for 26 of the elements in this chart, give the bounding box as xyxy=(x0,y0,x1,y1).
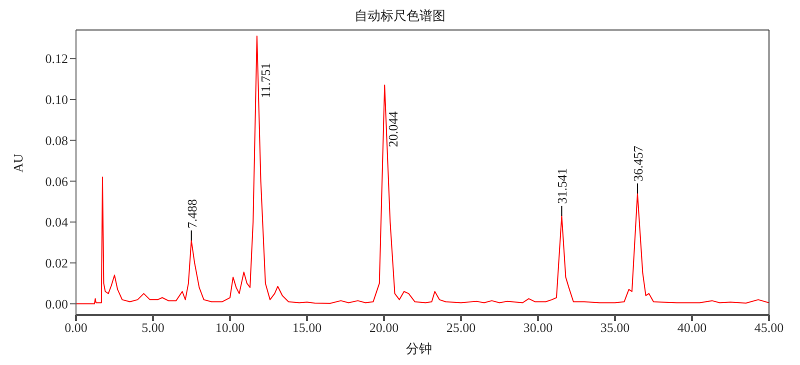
x-tick-label: 45.00 xyxy=(754,320,784,336)
x-tick-label: 5.00 xyxy=(142,320,164,336)
y-tick-label: 0.02 xyxy=(45,256,68,271)
x-tick-label: 10.00 xyxy=(215,320,245,336)
y-tick-label: 0.10 xyxy=(45,92,68,108)
annotation: 11.751 xyxy=(258,62,273,98)
x-axis-title: 分钟 xyxy=(406,341,432,356)
x-tick-label: 30.00 xyxy=(523,320,553,336)
line-series xyxy=(76,36,769,304)
x-tick-label: 40.00 xyxy=(677,320,707,336)
y-axis-title: AU xyxy=(10,153,26,172)
y-tick-label: 0.06 xyxy=(45,174,68,189)
x-tick-label: 25.00 xyxy=(446,320,476,336)
annotation: 20.044 xyxy=(386,110,401,148)
x-tick-label: 15.00 xyxy=(292,320,322,336)
y-tick-label: 0.08 xyxy=(45,132,68,148)
x-tick-label: 35.00 xyxy=(600,320,630,336)
y-tick-label: 0.12 xyxy=(45,51,68,66)
annotation: 36.457 xyxy=(630,145,646,182)
y-tick-label: 0.00 xyxy=(45,296,68,312)
y-tick-label: 0.04 xyxy=(45,214,68,230)
x-tick-label: 0.00 xyxy=(64,320,88,336)
chart-title: 自动标尺色谱图 xyxy=(354,8,446,23)
x-tick-label: 20.00 xyxy=(369,320,399,336)
annotation: 7.488 xyxy=(184,199,200,228)
annotation: 31.541 xyxy=(554,168,570,204)
